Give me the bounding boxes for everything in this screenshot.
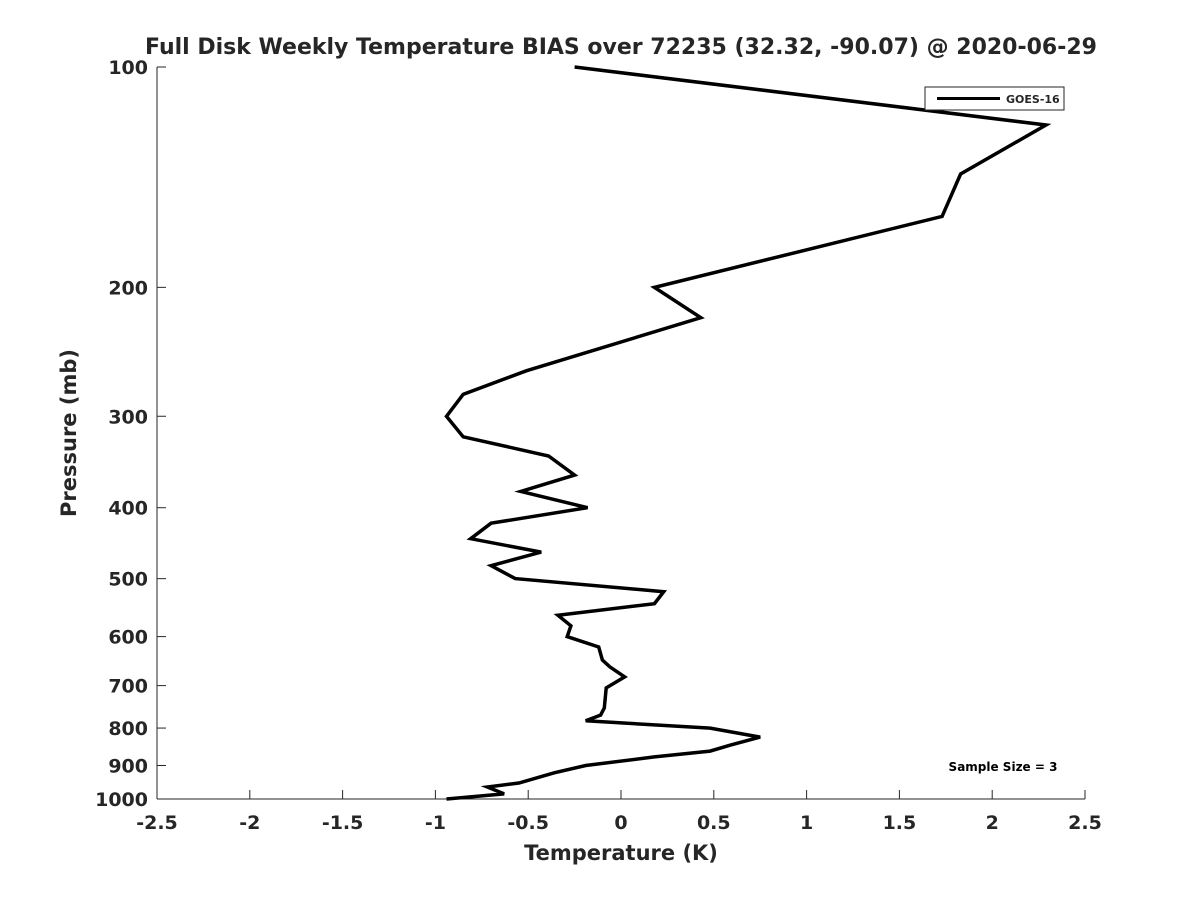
y-tick-label: 500	[108, 569, 148, 591]
x-tick-label: -2.5	[136, 812, 178, 834]
y-tick-label: 800	[108, 718, 148, 740]
y-tick-label: 300	[108, 406, 148, 428]
x-tick-label: -2	[239, 812, 260, 834]
legend-label: GOES-16	[1006, 93, 1060, 106]
y-tick-label: 1000	[95, 789, 148, 811]
series-line-goes-16	[444, 65, 1052, 801]
sample-size-annotation: Sample Size = 3	[949, 760, 1058, 774]
chart-title: Full Disk Weekly Temperature BIAS over 7…	[145, 35, 1097, 60]
y-tick-label: 600	[108, 627, 148, 649]
x-tick-label: 2	[986, 812, 999, 834]
x-tick-label: -1	[425, 812, 446, 834]
x-tick-label: -1.5	[322, 812, 364, 834]
x-tick-label: 0	[614, 812, 627, 834]
y-tick-label: 400	[108, 498, 148, 520]
y-tick-label: 200	[108, 277, 148, 299]
y-tick-label: 700	[108, 676, 148, 698]
legend: GOES-16	[924, 86, 1065, 111]
y-tick-label: 900	[108, 756, 148, 778]
x-tick-label: 1	[800, 812, 813, 834]
y-tick-label: 100	[108, 57, 148, 79]
y-axis-label: Pressure (mb)	[57, 349, 81, 517]
x-axis-label: Temperature (K)	[524, 841, 718, 865]
x-tick-label: 1.5	[883, 812, 917, 834]
x-tick-label: -0.5	[507, 812, 549, 834]
axes: -2.5 -2 -1.5 -1 -0.5 0 0.5 1 1.5 2 2.5 100 200 300 400…	[95, 57, 1102, 834]
x-tick-label: 2.5	[1068, 812, 1102, 834]
x-tick-label: 0.5	[697, 812, 731, 834]
